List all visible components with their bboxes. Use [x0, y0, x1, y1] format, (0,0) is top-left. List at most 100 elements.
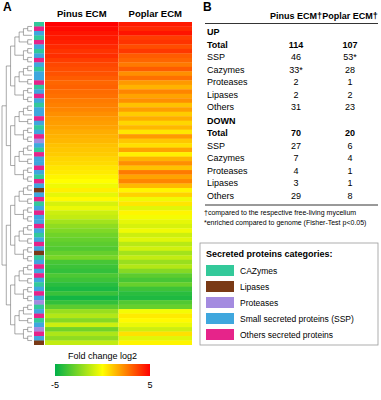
heatmap-cell — [119, 49, 193, 54]
row-category — [34, 269, 44, 274]
heatmap-cell — [119, 125, 193, 130]
heatmap-cell — [119, 336, 193, 341]
heatmap-cell — [45, 116, 119, 121]
dendrogram-branch — [28, 307, 32, 309]
row-category — [34, 282, 44, 287]
table-cell: Lipases — [207, 178, 239, 188]
heatmap-cell — [119, 327, 193, 332]
row-category — [34, 143, 44, 148]
dendrogram-branch — [28, 287, 32, 289]
heatmap-cell — [119, 305, 193, 310]
dendrogram-branch — [23, 175, 27, 179]
dendrogram-branch — [28, 188, 32, 190]
row-category — [34, 228, 44, 233]
panel-label: A — [3, 0, 12, 14]
heatmap-cell — [119, 228, 193, 233]
dendrogram-branch — [23, 294, 27, 298]
dendrogram-branch — [28, 168, 32, 170]
row-category — [34, 76, 44, 81]
dendrogram-branch — [28, 57, 32, 59]
dendrogram-branch — [23, 130, 27, 134]
heatmap-cell — [119, 134, 193, 139]
dendrogram-branch — [11, 126, 15, 146]
row-category — [34, 152, 44, 157]
heatmap-cell — [45, 300, 119, 305]
table-cell: 31 — [291, 102, 301, 112]
heatmap-cell — [119, 273, 193, 278]
row-category — [34, 157, 44, 162]
heatmap-cell — [119, 242, 193, 247]
dendrogram-branch — [28, 228, 32, 230]
heatmap-cell — [119, 98, 193, 103]
heatmap-cell — [119, 260, 193, 265]
colorbar-tick-label: -5 — [51, 380, 59, 390]
dendrogram-branch — [23, 170, 27, 174]
dendrogram-branch — [19, 276, 28, 281]
heatmap-cell — [45, 152, 119, 157]
heatmap-cell — [45, 98, 119, 103]
dendrogram-branch — [23, 334, 27, 338]
row-category — [34, 112, 44, 117]
dendrogram — [2, 26, 32, 340]
dendrogram-branch — [19, 151, 23, 156]
table-cell: 8 — [347, 191, 352, 201]
heatmap-cell — [45, 314, 119, 319]
table-cell: 46 — [291, 52, 301, 62]
row-category — [34, 175, 44, 180]
heatmap-cell — [45, 58, 119, 63]
row-category — [34, 94, 44, 99]
dendrogram-branch — [6, 66, 10, 106]
row-category — [34, 273, 44, 278]
table-cell: 33* — [289, 65, 303, 75]
heatmap-cell — [45, 80, 119, 85]
dendrogram-branch — [23, 112, 32, 115]
table-cell: 4 — [293, 166, 298, 176]
dendrogram-branch — [28, 148, 32, 150]
colorbar-tick-label: 5 — [147, 380, 152, 390]
heatmap-cell — [45, 273, 119, 278]
table-header: Poplar ECM† — [322, 11, 378, 21]
row-category — [34, 300, 44, 305]
dendrogram-branch — [28, 217, 32, 219]
dendrogram-branch — [2, 106, 6, 186]
heatmap-cell — [119, 89, 193, 94]
heatmap-cell — [119, 237, 193, 242]
heatmap-cell — [45, 269, 119, 274]
dendrogram-branch — [28, 327, 32, 329]
heatmap-cell — [119, 291, 193, 296]
dendrogram-branch — [23, 29, 27, 32]
row-category — [34, 130, 44, 135]
heatmap-cell — [119, 130, 193, 135]
dendrogram-branch — [19, 231, 23, 236]
row-category — [34, 89, 44, 94]
heatmap-cell — [119, 296, 193, 301]
row-category — [34, 318, 44, 323]
table-cell: Cazymes — [207, 153, 245, 163]
heatmap-cell — [45, 170, 119, 175]
heatmap-cell — [119, 215, 193, 220]
heatmap-cell — [45, 49, 119, 54]
heatmap-cell — [45, 291, 119, 296]
row-category — [34, 291, 44, 296]
row-category — [34, 219, 44, 224]
heatmap-cell — [119, 233, 193, 238]
table-cell: 1 — [347, 77, 352, 87]
row-category — [34, 166, 44, 171]
row-category — [34, 179, 44, 184]
dendrogram-branch — [2, 185, 6, 265]
dendrogram-branch — [28, 226, 32, 228]
heatmap-cell — [119, 35, 193, 40]
table-cell: 29 — [291, 191, 301, 201]
heatmap-cell — [45, 296, 119, 301]
legend-swatch — [206, 265, 234, 276]
table-cell: 2 — [293, 77, 298, 87]
table-cell: Lipases — [207, 90, 239, 100]
dendrogram-branch — [11, 225, 15, 245]
row-category — [34, 121, 44, 126]
dendrogram-branch — [28, 66, 32, 68]
table-cell: Total — [207, 40, 228, 50]
heatmap-cell — [119, 318, 193, 323]
colorbar-label: Fold change log2 — [68, 351, 137, 361]
dendrogram-branch — [23, 214, 27, 218]
dendrogram-branch — [28, 241, 32, 243]
